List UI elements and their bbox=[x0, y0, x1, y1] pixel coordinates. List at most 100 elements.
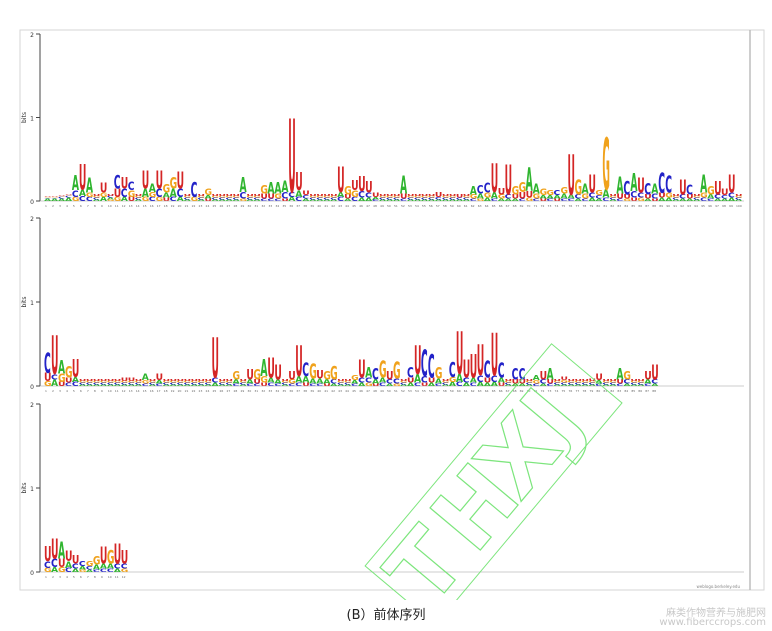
logo-letter-U: U bbox=[393, 194, 400, 197]
x-position-label: 61 bbox=[464, 204, 468, 208]
logo-letter-C: C bbox=[449, 357, 456, 382]
logo-letter-A: A bbox=[428, 382, 436, 388]
logo-letter-A: A bbox=[700, 170, 707, 199]
logo-letter-C: C bbox=[637, 191, 644, 199]
logo-letter-G: G bbox=[232, 369, 240, 382]
logo-letter-C: C bbox=[170, 382, 177, 385]
logo-letter-G: G bbox=[700, 191, 708, 199]
logo-letter-A: A bbox=[281, 384, 289, 387]
logo-letter-G: G bbox=[79, 381, 87, 384]
logo-letter-C: C bbox=[477, 374, 484, 385]
logo-letter-U: U bbox=[100, 180, 107, 196]
x-position-label: 44 bbox=[345, 204, 349, 208]
logo-letter-U: U bbox=[128, 196, 135, 203]
logo-letter-C: C bbox=[449, 197, 456, 200]
logo-letter-A: A bbox=[198, 199, 206, 202]
logo-letter-G: G bbox=[581, 192, 589, 200]
x-position-label: 80 bbox=[596, 204, 600, 208]
logo-letter-C: C bbox=[72, 189, 79, 200]
logo-letter-C: C bbox=[253, 197, 260, 200]
logo-letter-A: A bbox=[72, 171, 80, 196]
logo-letter-A: A bbox=[316, 199, 324, 202]
logo-letter-U: U bbox=[498, 186, 505, 197]
x-position-label: 4 bbox=[66, 204, 68, 208]
x-position-label: 32 bbox=[261, 389, 265, 393]
logo-letter-U: U bbox=[295, 339, 302, 387]
x-position-label: 76 bbox=[569, 389, 573, 393]
logo-letter-G: G bbox=[602, 123, 610, 206]
logo-letter-A: A bbox=[330, 383, 338, 387]
logo-letter-A: A bbox=[295, 189, 303, 200]
logo-letter-A: A bbox=[239, 172, 247, 197]
logo-letter-A: A bbox=[225, 384, 233, 387]
logo-letter-G: G bbox=[260, 184, 268, 197]
x-position-label: 45 bbox=[352, 389, 356, 393]
logo-letter-G: G bbox=[44, 197, 52, 198]
x-position-label: 31 bbox=[254, 389, 258, 393]
logo-letter-C: C bbox=[540, 378, 547, 385]
logo-letter-A: A bbox=[456, 199, 464, 202]
logo-letter-C: C bbox=[142, 383, 149, 387]
logo-letter-G: G bbox=[665, 191, 673, 199]
logo-letter-A: A bbox=[505, 198, 513, 202]
logo-letter-G: G bbox=[232, 196, 240, 199]
x-position-label: 4 bbox=[66, 389, 68, 393]
logo-letter-U: U bbox=[588, 170, 595, 199]
logo-letter-A: A bbox=[149, 384, 157, 387]
logo-letter-A: A bbox=[554, 194, 562, 200]
logo-letter-C: C bbox=[568, 198, 575, 202]
logo-letter-U: U bbox=[623, 193, 630, 200]
logo-letter-G: G bbox=[470, 193, 478, 200]
x-position-label: 12 bbox=[122, 575, 126, 579]
x-position-label: 82 bbox=[610, 389, 614, 393]
logo-letter-G: G bbox=[672, 196, 680, 199]
x-position-label: 53 bbox=[408, 389, 412, 393]
logo-letter-C: C bbox=[107, 196, 114, 199]
logo-letter-U: U bbox=[484, 376, 491, 384]
logo-letter-C: C bbox=[288, 190, 295, 198]
logo-letter-A: A bbox=[609, 199, 617, 202]
logo-letter-G: G bbox=[519, 179, 527, 195]
x-position-label: 69 bbox=[520, 389, 524, 393]
logo-letter-U: U bbox=[212, 327, 219, 391]
logo-letter-U: U bbox=[512, 378, 519, 385]
logo-letter-G: G bbox=[191, 381, 199, 384]
logo-letter-G: G bbox=[246, 196, 254, 199]
logo-letter-C: C bbox=[484, 180, 491, 196]
logo-letter-A: A bbox=[400, 171, 407, 200]
logo-letter-A: A bbox=[491, 381, 498, 388]
logo-letter-G: G bbox=[735, 196, 743, 199]
logo-letter-U: U bbox=[219, 379, 226, 382]
logo-letter-C: C bbox=[400, 198, 407, 202]
x-position-label: 19 bbox=[171, 389, 175, 393]
x-position-label: 11 bbox=[115, 389, 119, 393]
logo-letter-G: G bbox=[177, 381, 185, 384]
logo-letter-C: C bbox=[407, 365, 414, 381]
logo-letter-G: G bbox=[100, 381, 108, 384]
logo-letter-U: U bbox=[651, 360, 658, 385]
logo-letter-C: C bbox=[274, 198, 281, 202]
logo-letter-C: C bbox=[93, 382, 100, 385]
logo-letter-A: A bbox=[616, 174, 623, 200]
logo-letter-U: U bbox=[463, 194, 470, 197]
logo-letter-A: A bbox=[679, 198, 687, 202]
logo-letter-U: U bbox=[135, 194, 142, 197]
logo-letter-A: A bbox=[184, 384, 192, 387]
x-position-label: 2 bbox=[52, 204, 54, 208]
x-position-label: 28 bbox=[233, 204, 237, 208]
logo-letter-C: C bbox=[232, 197, 239, 200]
logo-letter-G: G bbox=[114, 196, 122, 203]
x-position-label: 89 bbox=[659, 204, 663, 208]
logo-letter-C: C bbox=[198, 382, 205, 385]
logo-letter-A: A bbox=[505, 384, 513, 387]
logo-letter-C: C bbox=[191, 177, 198, 202]
x-position-label: 66 bbox=[499, 389, 503, 393]
logo-letter-U: U bbox=[344, 379, 351, 382]
logo-letter-A: A bbox=[407, 382, 415, 388]
logo-letter-U: U bbox=[344, 193, 351, 200]
x-position-label: 81 bbox=[603, 204, 607, 208]
logo-letter-G: G bbox=[393, 196, 401, 199]
logo-letter-C: C bbox=[100, 382, 107, 385]
x-position-label: 91 bbox=[673, 204, 677, 208]
x-position-label: 37 bbox=[296, 204, 300, 208]
